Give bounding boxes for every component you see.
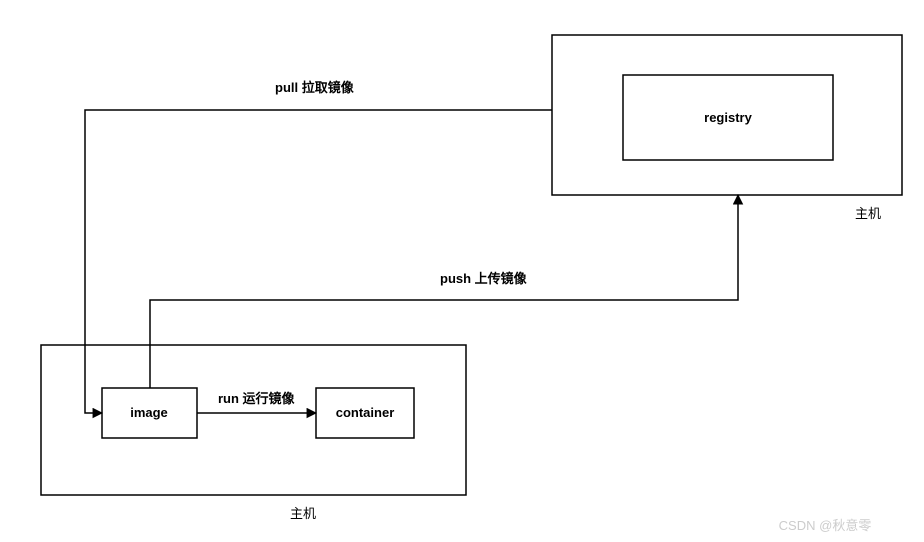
push-edge-label: push 上传镜像 [440,271,528,286]
container-label: container [336,405,395,420]
host-bottom-label: 主机 [290,506,316,521]
host-top-label: 主机 [855,206,881,221]
registry-label: registry [704,110,752,125]
push-edge [150,195,738,388]
watermark: CSDN @秋意零 [779,518,872,533]
pull-edge [85,110,552,413]
pull-edge-label: pull 拉取镜像 [275,80,355,95]
run-edge-label: run 运行镜像 [218,391,296,406]
docker-flow-diagram: 主机 registry 主机 image container pull 拉取镜像… [0,0,924,542]
image-label: image [130,405,168,420]
